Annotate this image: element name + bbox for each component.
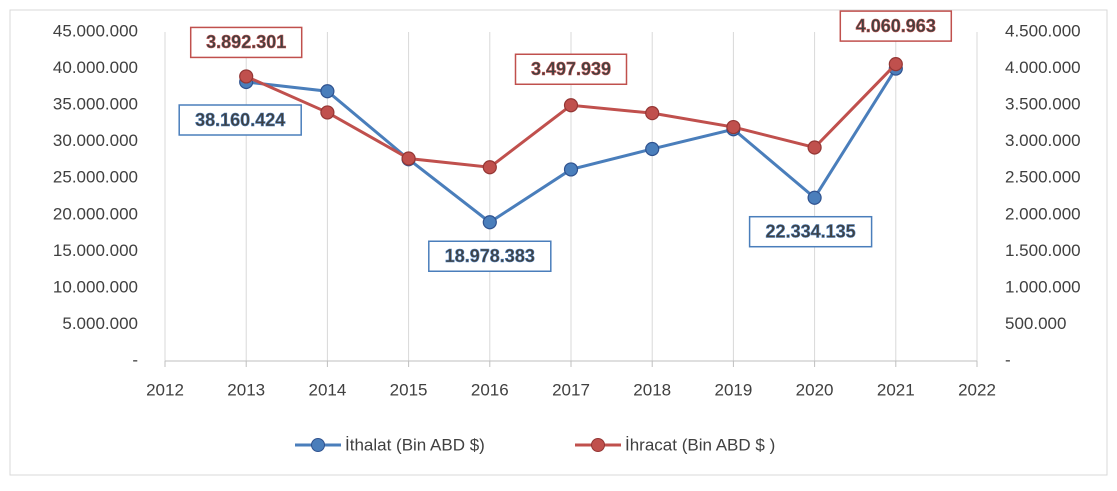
y2-tick-label: 4.500.000 [1005,21,1081,40]
point [807,140,822,155]
y2-tick-label: - [1005,350,1011,369]
y-tick-label: 35.000.000 [53,95,138,114]
point [320,84,335,99]
x-tick-label: 2015 [390,380,428,399]
x-tick-label: 2019 [714,380,752,399]
value-label: 3.497.939 [531,59,611,79]
value-label-box [748,215,873,248]
y2-tick-label: 4.000.000 [1005,58,1081,77]
value-label: 38.160.424 [195,110,285,130]
y2-tick-label: 2.500.000 [1005,168,1081,187]
y2-tick-label: 1.000.000 [1005,277,1081,296]
y2-tick-label: 1.500.000 [1005,241,1081,260]
point [239,69,254,84]
value-label-box [178,104,302,136]
y2-tick-label: 3.500.000 [1005,95,1081,114]
y2-tick-label: 2.000.000 [1005,204,1081,223]
y-tick-label: 5.000.000 [62,314,138,333]
y-tick-label: 20.000.000 [53,204,138,223]
point [888,56,903,72]
x-tick-label: 2018 [633,380,671,399]
point [645,106,660,121]
point [563,98,579,113]
x-tick-label: 2021 [877,380,915,399]
value-label: 4.060.963 [856,16,936,36]
value-label-box [839,10,953,42]
legend-marker [591,438,605,452]
x-tick-label: 2014 [308,380,346,399]
point [482,160,497,175]
point [563,162,579,177]
point [726,119,741,135]
y2-tick-label: 500.000 [1005,314,1066,333]
value-label: 22.334.135 [766,221,856,241]
point [807,190,822,205]
y-tick-label: 25.000.000 [53,168,138,187]
y2-tick-label: 3.000.000 [1005,131,1081,150]
legend-label: İhracat (Bin ABD $ ) [625,435,775,454]
x-tick-label: 2013 [227,380,265,399]
value-label-box [428,240,552,272]
y-tick-label: 15.000.000 [53,241,138,260]
legend-label: İthalat (Bin ABD $) [345,435,485,454]
y-tick-label: - [132,350,138,369]
x-tick-label: 2020 [796,380,834,399]
legend-marker [311,438,325,452]
point [645,141,660,157]
y-tick-label: 10.000.000 [53,277,138,296]
x-tick-label: 2017 [552,380,590,399]
value-label-box [514,53,628,86]
y-tick-label: 30.000.000 [53,131,138,150]
value-label: 18.978.383 [445,246,535,266]
x-tick-label: 2016 [471,380,509,399]
value-label: 3.892.301 [206,32,286,52]
value-label-box [189,26,303,59]
y-tick-label: 40.000.000 [53,58,138,77]
y-tick-label: 45.000.000 [53,21,138,40]
point [401,151,416,166]
chart-border [9,9,1108,476]
point [482,215,497,230]
point [320,105,335,120]
x-tick-label: 2012 [146,380,184,399]
x-tick-label: 2022 [958,380,996,399]
